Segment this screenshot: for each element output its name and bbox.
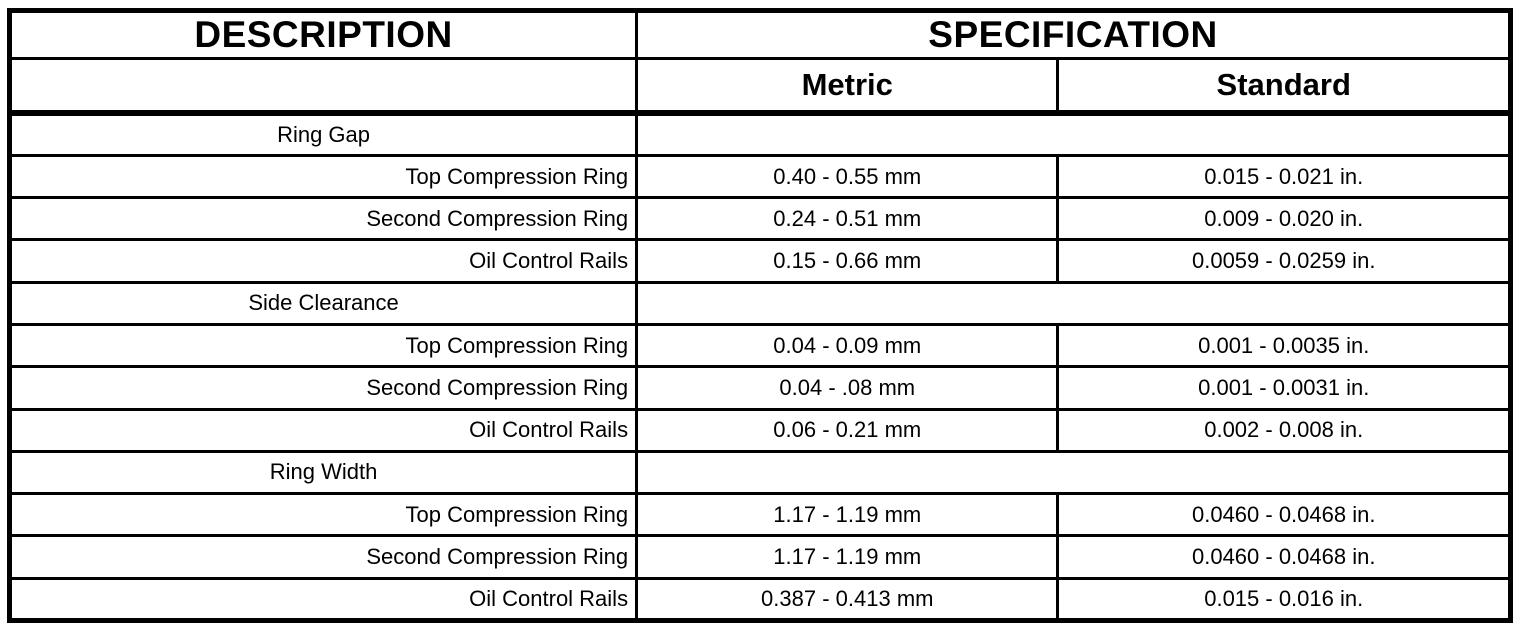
row-label: Top Compression Ring: [7, 492, 639, 538]
standard-value: 0.002 - 0.008 in.: [1056, 407, 1512, 453]
metric-value: 0.15 - 0.66 mm: [635, 238, 1060, 284]
metric-value: 1.17 - 1.19 mm: [635, 492, 1060, 538]
col-header-specification: SPECIFICATION: [635, 8, 1512, 61]
section-header-ring-width: Ring Width: [7, 449, 1512, 496]
row-label: Top Compression Ring: [7, 153, 639, 200]
table-row: Second Compression Ring 0.24 - 0.51 mm 0…: [7, 196, 1512, 242]
standard-value: 0.015 - 0.021 in.: [1056, 153, 1512, 200]
table-row: Top Compression Ring 1.17 - 1.19 mm 0.04…: [7, 492, 1512, 538]
col-header-metric: Metric: [635, 57, 1060, 117]
standard-value: 0.0460 - 0.0468 in.: [1056, 534, 1512, 580]
metric-value: 0.387 - 0.413 mm: [635, 576, 1060, 623]
metric-value: 0.04 - .08 mm: [635, 365, 1060, 411]
row-label: Second Compression Ring: [7, 365, 639, 411]
standard-value: 0.001 - 0.0035 in.: [1056, 322, 1512, 369]
row-label: Second Compression Ring: [7, 534, 639, 580]
section-title: Ring Gap: [7, 111, 639, 157]
specification-table: DESCRIPTION SPECIFICATION Metric Standar…: [7, 8, 1513, 623]
row-label: Second Compression Ring: [7, 196, 639, 242]
section-title: Ring Width: [7, 449, 639, 496]
table-row: Oil Control Rails 0.387 - 0.413 mm 0.015…: [7, 576, 1512, 623]
section-spec-empty-cell: [635, 449, 1512, 496]
section-spec-empty-cell: [635, 111, 1512, 157]
standard-value: 0.001 - 0.0031 in.: [1056, 365, 1512, 411]
table-row: Top Compression Ring 0.40 - 0.55 mm 0.01…: [7, 153, 1512, 200]
metric-value: 1.17 - 1.19 mm: [635, 534, 1060, 580]
header-row-main: DESCRIPTION SPECIFICATION: [7, 8, 1512, 61]
row-label: Top Compression Ring: [7, 322, 639, 369]
table-row: Second Compression Ring 1.17 - 1.19 mm 0…: [7, 534, 1512, 580]
header-row-units: Metric Standard: [7, 57, 1512, 117]
standard-value: 0.015 - 0.016 in.: [1056, 576, 1512, 623]
col-header-description: DESCRIPTION: [7, 8, 639, 61]
row-label: Oil Control Rails: [7, 576, 639, 623]
table-row: Second Compression Ring 0.04 - .08 mm 0.…: [7, 365, 1512, 411]
table-row: Oil Control Rails 0.06 - 0.21 mm 0.002 -…: [7, 407, 1512, 453]
col-header-standard: Standard: [1056, 57, 1512, 117]
row-label: Oil Control Rails: [7, 238, 639, 284]
standard-value: 0.0460 - 0.0468 in.: [1056, 492, 1512, 538]
table-row: Oil Control Rails 0.15 - 0.66 mm 0.0059 …: [7, 238, 1512, 284]
standard-value: 0.0059 - 0.0259 in.: [1056, 238, 1512, 284]
section-spec-empty-cell: [635, 280, 1512, 326]
section-title: Side Clearance: [7, 280, 639, 326]
standard-value: 0.009 - 0.020 in.: [1056, 196, 1512, 242]
metric-value: 0.40 - 0.55 mm: [635, 153, 1060, 200]
metric-value: 0.04 - 0.09 mm: [635, 322, 1060, 369]
spec-table: DESCRIPTION SPECIFICATION Metric Standar…: [7, 8, 1513, 623]
metric-value: 0.24 - 0.51 mm: [635, 196, 1060, 242]
metric-value: 0.06 - 0.21 mm: [635, 407, 1060, 453]
section-header-side-clearance: Side Clearance: [7, 280, 1512, 326]
table-row: Top Compression Ring 0.04 - 0.09 mm 0.00…: [7, 322, 1512, 369]
row-label: Oil Control Rails: [7, 407, 639, 453]
empty-header-cell: [7, 57, 639, 117]
section-header-ring-gap: Ring Gap: [7, 111, 1512, 157]
